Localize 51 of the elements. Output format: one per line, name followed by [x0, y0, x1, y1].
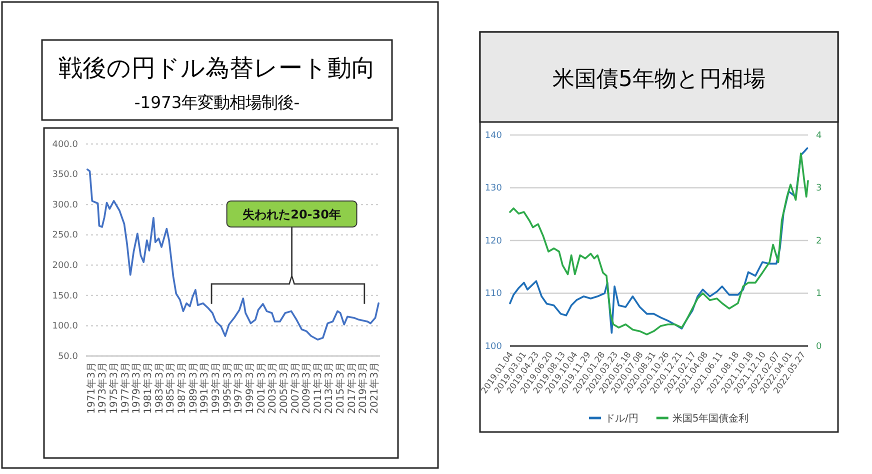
y-tick-label: 110: [484, 289, 502, 300]
y2-tick-label: 2: [816, 236, 822, 246]
x-tick-label: 1977年3月: [119, 362, 132, 414]
chart-title: 米国債5年物と円相場: [552, 67, 766, 92]
y-tick-label: 200.0: [52, 261, 78, 272]
x-tick-label: 2011年3月: [312, 362, 324, 414]
x-tick-label: 1991年3月: [198, 362, 211, 414]
chart-subtitle: -1973年変動相場制後-: [134, 93, 300, 112]
x-tick-label: 1973年3月: [96, 362, 109, 414]
x-tick-label: 2003年3月: [266, 362, 279, 414]
x-tick-label: 1983年3月: [153, 362, 166, 414]
y-tick-label: 100: [484, 342, 502, 352]
y2-tick-label: 3: [816, 184, 822, 194]
x-tick-label: 1975年3月: [108, 362, 120, 414]
y2-tick-label: 0: [816, 342, 822, 352]
x-tick-label: 2009年3月: [300, 362, 313, 414]
x-tick-label: 2015年3月: [334, 362, 347, 414]
legend-label: 米国5年国債金利: [672, 412, 749, 424]
x-tick-label: 2013年3月: [323, 362, 336, 414]
x-tick-label: 1999年3月: [244, 362, 256, 414]
y-tick-label: 140: [484, 130, 502, 141]
x-tick-label: 2005年3月: [278, 362, 290, 414]
y2-tick-label: 4: [816, 130, 822, 141]
x-tick-label: 1981年3月: [142, 362, 154, 414]
x-tick-label: 2019年3月: [357, 362, 370, 414]
y-tick-label: 100.0: [52, 322, 78, 332]
y-tick-label: 50.0: [58, 352, 78, 362]
y-tick-label: 150.0: [52, 291, 78, 302]
y-tick-label: 120: [484, 236, 502, 246]
x-tick-label: 2021年3月: [368, 362, 381, 414]
x-tick-label: 1997年3月: [232, 362, 245, 414]
x-tick-label: 2007年3月: [289, 362, 302, 414]
y-tick-label: 250.0: [52, 230, 78, 241]
y-tick-label: 130: [484, 184, 502, 194]
x-tick-label: 1995年3月: [221, 362, 234, 414]
chart-title: 戦後の円ドル為替レート動向: [58, 54, 376, 82]
x-tick-label: 1987年3月: [176, 362, 188, 414]
line-series: [86, 168, 380, 341]
x-tick-label: 2001年3月: [255, 362, 268, 414]
x-tick-label: 1971年3月: [85, 362, 98, 414]
x-tick-label: 1993年3月: [210, 362, 222, 414]
x-tick-label: 1979年3月: [130, 362, 143, 414]
y-tick-label: 400.0: [52, 140, 78, 150]
legend-label: ドル/円: [605, 414, 638, 424]
x-tick-label: 1985年3月: [164, 362, 177, 414]
x-tick-label: 2017年3月: [346, 362, 358, 414]
x-tick-label: 1989年3月: [187, 362, 200, 414]
y-tick-label: 300.0: [52, 200, 78, 210]
annotation: 失われた20-30年: [242, 207, 341, 222]
y2-tick-label: 1: [816, 289, 822, 300]
y-tick-label: 350.0: [52, 170, 78, 180]
